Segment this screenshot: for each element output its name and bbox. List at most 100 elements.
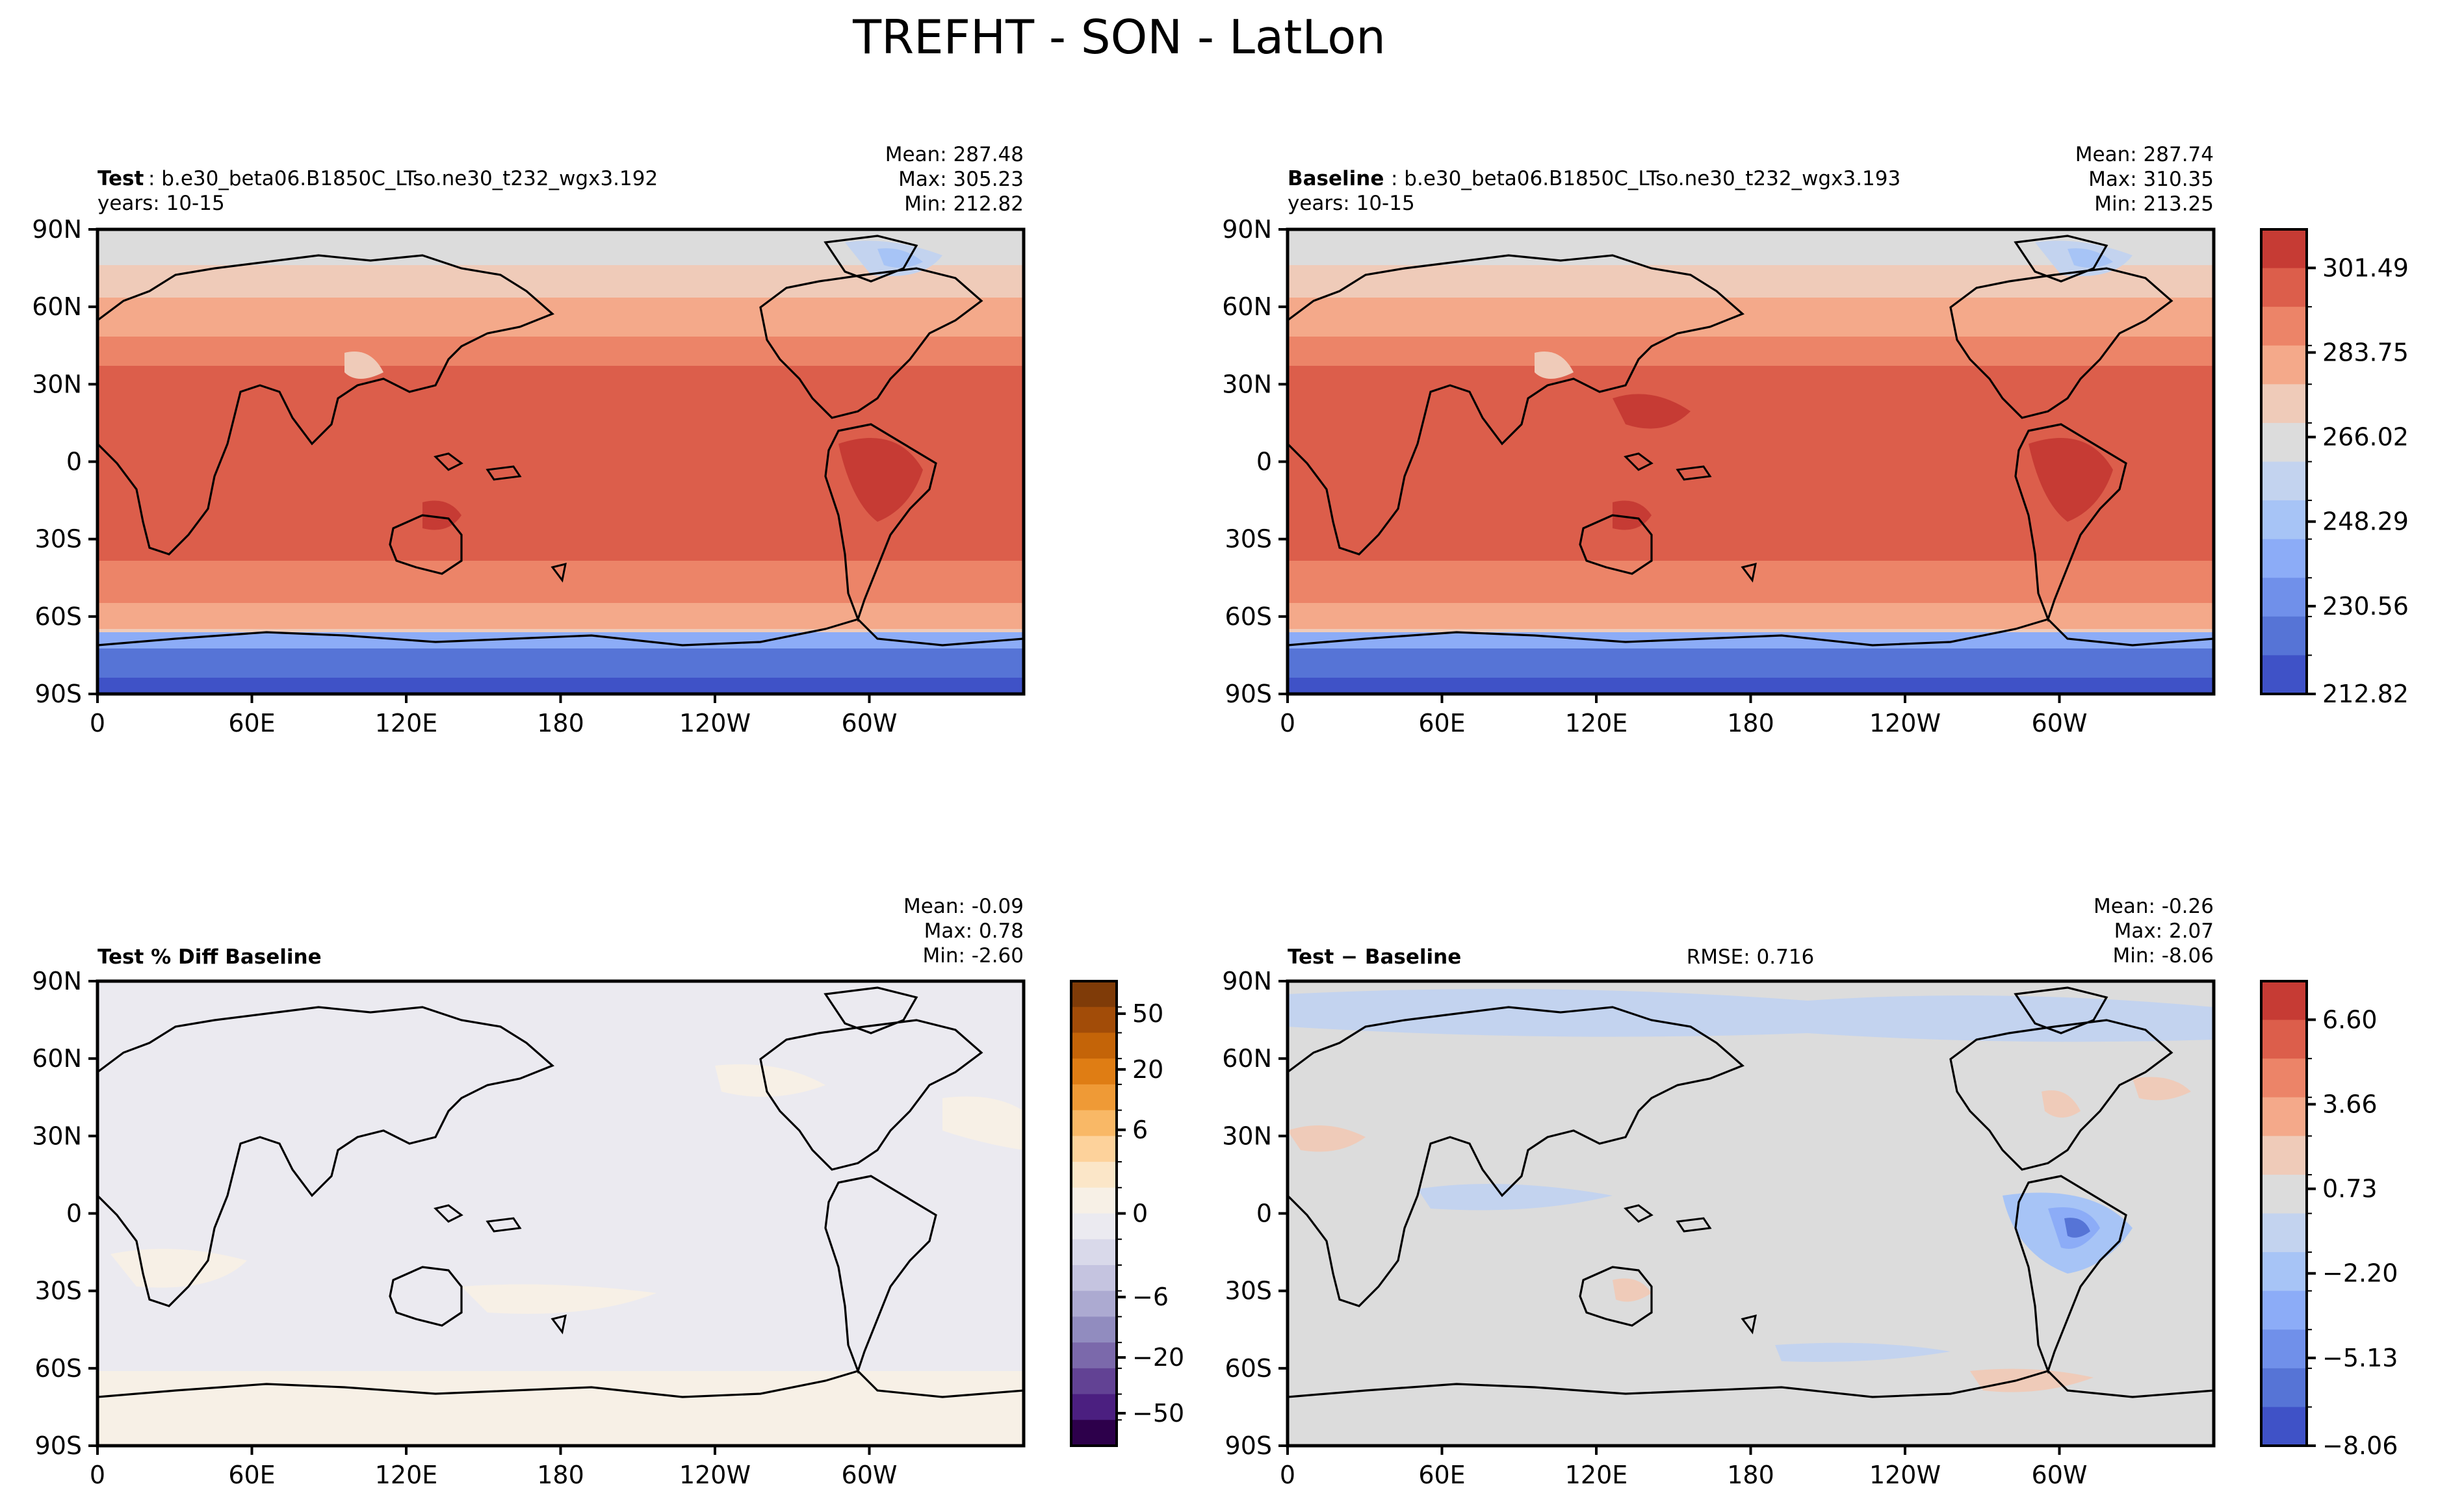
colorbar-swatch — [2261, 422, 2307, 463]
colorbar-tick-label: 248.29 — [2322, 507, 2409, 536]
colorbar-swatch — [1071, 1006, 1117, 1034]
colorbar-tick-label: −20 — [1132, 1343, 1184, 1372]
colorbar-tick-label: 20 — [1132, 1055, 1163, 1084]
colorbar-swatch — [1071, 1342, 1117, 1369]
y-tick-label: 30S — [1225, 525, 1272, 554]
colorbar-tick-label: 6 — [1132, 1116, 1148, 1144]
years-label: years: 10-15 — [97, 192, 225, 215]
stat-min: Min: -2.60 — [922, 944, 1024, 967]
y-tick-label: 60S — [1225, 602, 1272, 631]
colorbar-swatch — [2261, 345, 2307, 385]
y-tick-label: 30N — [32, 370, 82, 398]
y-tick-label: 30S — [35, 525, 82, 554]
panel-label: Test − Baseline — [1288, 945, 1461, 969]
x-tick-label: 0 — [90, 1461, 105, 1489]
y-tick-label: 60S — [35, 602, 82, 631]
x-tick-label: 60W — [2032, 709, 2088, 737]
colorbar-swatch — [1071, 981, 1117, 1008]
colorbar-swatch — [2261, 1290, 2307, 1330]
y-tick-label: 90N — [32, 215, 82, 244]
x-tick-label: 120W — [1869, 709, 1941, 737]
y-tick-label: 30N — [32, 1121, 82, 1150]
stat-mean: Mean: -0.26 — [2094, 895, 2214, 918]
y-tick-label: 0 — [66, 448, 82, 476]
colorbar-tick-label: −2.20 — [2322, 1259, 2398, 1288]
colorbar-swatch — [1071, 1264, 1117, 1292]
y-tick-label: 90N — [1222, 215, 1272, 244]
stat-mean: Mean: -0.09 — [903, 895, 1024, 918]
stat-max: Max: 2.07 — [2114, 919, 2214, 943]
x-tick-label: 180 — [537, 1461, 584, 1489]
colorbar-swatch — [1071, 1187, 1117, 1214]
colorbar-swatch — [1071, 1213, 1117, 1240]
y-tick-label: 90N — [1222, 967, 1272, 995]
y-tick-label: 30S — [35, 1277, 82, 1305]
y-tick-label: 90S — [1225, 1431, 1272, 1460]
colorbar-swatch — [2261, 1368, 2307, 1408]
colorbar-tick-label: −50 — [1132, 1399, 1184, 1428]
colorbar-swatch — [1071, 1290, 1117, 1317]
colorbar-swatch — [2261, 1252, 2307, 1292]
map-test — [97, 229, 1024, 694]
y-tick-label: 30N — [1222, 1121, 1272, 1150]
colorbar-swatch — [1071, 1032, 1117, 1059]
y-tick-label: 60S — [1225, 1354, 1272, 1383]
colorbar-tick-label: 0 — [1132, 1199, 1148, 1228]
x-tick-label: 60E — [1418, 709, 1465, 737]
y-tick-label: 60N — [1222, 292, 1272, 321]
colorbar-swatch — [2261, 229, 2307, 269]
colorbar-swatch — [2261, 1174, 2307, 1214]
panel-diff: Test − Baseline RMSE: 0.716 Mean: -0.26 … — [1222, 895, 2216, 1489]
colorbar-swatch — [2261, 1136, 2307, 1175]
colorbar-tick-label: 6.60 — [2322, 1005, 2378, 1034]
colorbar-swatch — [1071, 1058, 1117, 1085]
x-tick-label: 120W — [679, 1461, 751, 1489]
stat-mean: Mean: 287.48 — [885, 143, 1024, 166]
y-tick-label: 90S — [35, 1431, 82, 1460]
colorbar-swatch — [2261, 655, 2307, 695]
colorbar-tick-label: 230.56 — [2322, 592, 2409, 621]
colorbar-tick-label: 212.82 — [2322, 680, 2409, 708]
colorbar-swatch — [2261, 500, 2307, 540]
y-tick-label: 90S — [35, 680, 82, 708]
x-tick-label: 60W — [842, 1461, 898, 1489]
x-tick-label: 120W — [1869, 1461, 1941, 1489]
colorbar-swatch — [1071, 1084, 1117, 1111]
colorbar-swatch — [2261, 981, 2307, 1021]
colorbar-swatch — [2261, 1329, 2307, 1369]
map-diff — [1288, 981, 2214, 1446]
panel-label: Baseline — [1288, 167, 1384, 190]
colorbar-swatch — [1071, 1136, 1117, 1162]
x-tick-label: 60E — [228, 709, 275, 737]
y-tick-label: 90S — [1225, 680, 1272, 708]
colorbar-swatch — [2261, 268, 2307, 307]
stat-max: Max: 0.78 — [924, 919, 1024, 943]
y-tick-label: 30S — [1225, 1277, 1272, 1305]
x-tick-label: 60E — [1418, 1461, 1465, 1489]
x-tick-label: 120E — [375, 1461, 438, 1489]
x-tick-label: 120W — [679, 709, 751, 737]
y-tick-label: 90N — [32, 967, 82, 995]
y-tick-label: 60N — [1222, 1044, 1272, 1073]
x-tick-label: 60W — [842, 709, 898, 737]
colorbar-swatch — [2261, 1407, 2307, 1446]
colorbar-swatch — [1071, 1110, 1117, 1136]
colorbar-tick-label: −8.06 — [2322, 1431, 2398, 1460]
y-tick-label: 30N — [1222, 370, 1272, 398]
stat-min: Min: -8.06 — [2112, 944, 2214, 967]
rmse-label: RMSE: 0.716 — [1687, 945, 1815, 969]
stat-mean: Mean: 287.74 — [2075, 143, 2214, 166]
panel-label: Test % Diff Baseline — [97, 945, 322, 969]
colorbar-swatch — [2261, 539, 2307, 578]
stat-min: Min: 212.82 — [904, 192, 1024, 216]
colorbar-swatch — [1071, 1316, 1117, 1343]
colorbar-swatch — [2261, 1058, 2307, 1098]
colorbar-swatch — [2261, 616, 2307, 656]
colorbar-swatch — [2261, 1097, 2307, 1136]
colorbar-swatch — [1071, 1368, 1117, 1395]
y-tick-label: 0 — [1256, 448, 1272, 476]
x-tick-label: 0 — [90, 709, 105, 737]
y-tick-label: 0 — [1256, 1199, 1272, 1228]
x-tick-label: 120E — [1565, 709, 1628, 737]
